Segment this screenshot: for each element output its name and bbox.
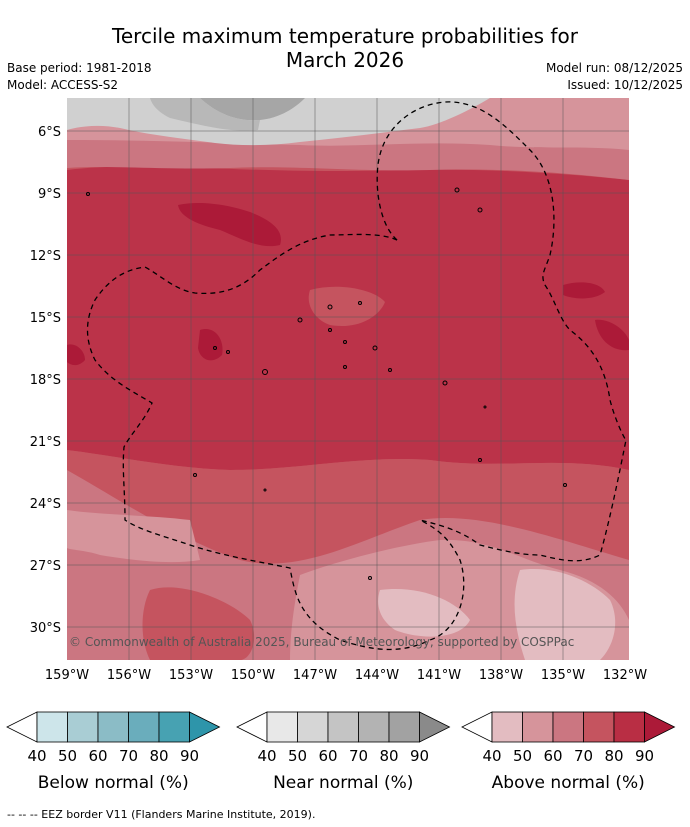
- field-above-90-b: [563, 282, 605, 299]
- lon-label: 147°W: [293, 668, 337, 683]
- lat-label: 21°S: [30, 435, 61, 450]
- lon-label: 159°W: [45, 668, 89, 683]
- colorbar-segment: [266, 711, 298, 743]
- colorbar-segment: [613, 711, 645, 743]
- colorbar-tick-label: 90: [180, 747, 199, 765]
- field-near-70: [200, 98, 305, 121]
- colorbar-tick-label: 50: [58, 747, 77, 765]
- field-above-90-e: [198, 329, 223, 361]
- colorbar-segment: [583, 711, 615, 743]
- colorbar-tick-label: 70: [574, 747, 593, 765]
- field-above-40-b: [514, 569, 616, 660]
- colorbar-low-extend: [6, 711, 38, 743]
- lat-label: 9°S: [38, 187, 61, 202]
- colorbar-segment: [327, 711, 359, 743]
- colorbar-tick-label: 90: [410, 747, 429, 765]
- colorbar-tick-label: 40: [482, 747, 501, 765]
- field-above-70-mid: [308, 286, 385, 326]
- meta-left: Base period: 1981-2018 Model: ACCESS-S2: [7, 60, 152, 94]
- field-above-40-a: [378, 589, 470, 637]
- colorbar-title: Above normal (%): [492, 773, 645, 793]
- lat-label: 18°S: [30, 373, 61, 388]
- colorbar-high-extend: [644, 711, 676, 743]
- base-period: Base period: 1981-2018: [7, 61, 152, 75]
- field-above-90-d: [595, 319, 629, 351]
- graticule: [67, 98, 629, 660]
- colorbar-tick-label: 40: [257, 747, 276, 765]
- colorbar-high-extend: [189, 711, 221, 743]
- colorbar-tick-label: 70: [349, 747, 368, 765]
- lat-label: 24°S: [30, 497, 61, 512]
- lat-label: 30°S: [30, 621, 61, 636]
- forecast-map: © Commonwealth of Australia 2025, Bureau…: [6, 98, 676, 793]
- lon-label: 135°W: [541, 668, 585, 683]
- map-title: Tercile maximum temperature probabilitie…: [0, 24, 690, 72]
- field-above-70-sw: [142, 587, 255, 660]
- colorbar-segment: [36, 711, 68, 743]
- near-normal-colorbar: 40 50 60 70 80 90 Near normal (%): [236, 711, 451, 793]
- colorbar-segment: [97, 711, 129, 743]
- colorbar-tick-label: 60: [88, 747, 107, 765]
- lon-label: 153°W: [169, 668, 213, 683]
- lon-label: 144°W: [355, 668, 399, 683]
- lon-label: 138°W: [479, 668, 523, 683]
- colorbar-segment: [552, 711, 584, 743]
- colorbar-segment: [297, 711, 329, 743]
- colorbar-segment: [67, 711, 99, 743]
- copyright-text: © Commonwealth of Australia 2025, Bureau…: [69, 635, 574, 649]
- colorbar-segment: [158, 711, 190, 743]
- colorbar-tick-label: 80: [149, 747, 168, 765]
- colorbar-segment: [491, 711, 523, 743]
- colorbar-low-extend: [461, 711, 493, 743]
- lon-label: 132°W: [603, 668, 647, 683]
- lat-label: 27°S: [30, 559, 61, 574]
- colorbar-segment: [128, 711, 160, 743]
- field-near-60: [150, 98, 260, 131]
- colorbar-high-extend: [419, 711, 451, 743]
- colorbar-tick-label: 60: [318, 747, 337, 765]
- field-above-50-west: [67, 510, 200, 563]
- colorbar-tick-label: 50: [513, 747, 532, 765]
- colorbar-segment: [388, 711, 420, 743]
- legend-group: 40 50 60 70 80 90 Below normal (%) 40 50 60 70 80 90…: [6, 711, 676, 793]
- lat-label: 15°S: [30, 311, 61, 326]
- model-run: Model run: 08/12/2025: [545, 61, 683, 75]
- model-name: Model: ACCESS-S2: [7, 78, 119, 92]
- lat-label: 6°S: [38, 125, 61, 140]
- colorbar-tick-label: 40: [27, 747, 46, 765]
- colorbar-segment: [522, 711, 554, 743]
- lon-label: 150°W: [231, 668, 275, 683]
- colorbar-low-extend: [236, 711, 268, 743]
- islands: [86, 187, 567, 580]
- lon-label: 156°W: [107, 668, 151, 683]
- colorbar-tick-label: 80: [379, 747, 398, 765]
- lon-label: 141°W: [417, 668, 461, 683]
- colorbar-tick-label: 70: [119, 747, 138, 765]
- above-normal-colorbar: 40 50 60 70 80 90 Above normal (%): [461, 711, 676, 793]
- eez-borders: [86, 101, 627, 651]
- colorbar-title: Below normal (%): [38, 773, 189, 793]
- colorbar-tick-label: 50: [288, 747, 307, 765]
- colorbar-tick-label: 80: [604, 747, 623, 765]
- colorbar-segment: [358, 711, 390, 743]
- title-line-1: Tercile maximum temperature probabilitie…: [112, 24, 578, 48]
- meta-right: Model run: 08/12/2025 Issued: 10/12/2025: [546, 60, 683, 94]
- latitude-labels: 6°S 9°S 12°S 15°S 18°S 21°S 24°S 27°S 30…: [30, 125, 61, 636]
- probability-field: © Commonwealth of Australia 2025, Bureau…: [67, 98, 629, 660]
- below-normal-colorbar: 40 50 60 70 80 90 Below normal (%): [6, 711, 221, 793]
- lat-label: 12°S: [30, 249, 61, 264]
- field-above-90-c: [67, 344, 85, 366]
- longitude-labels: 159°W 156°W 153°W 150°W 147°W 144°W 141°…: [45, 668, 647, 683]
- field-above-90-a: [178, 202, 281, 247]
- title-line-2: March 2026: [285, 48, 405, 72]
- issued-date: Issued: 10/12/2025: [567, 78, 683, 92]
- colorbar-title: Near normal (%): [273, 773, 413, 793]
- colorbar-tick-label: 90: [635, 747, 654, 765]
- eez-footnote: -- -- -- EEZ border V11 (Flanders Marine…: [7, 808, 316, 821]
- colorbar-tick-label: 60: [543, 747, 562, 765]
